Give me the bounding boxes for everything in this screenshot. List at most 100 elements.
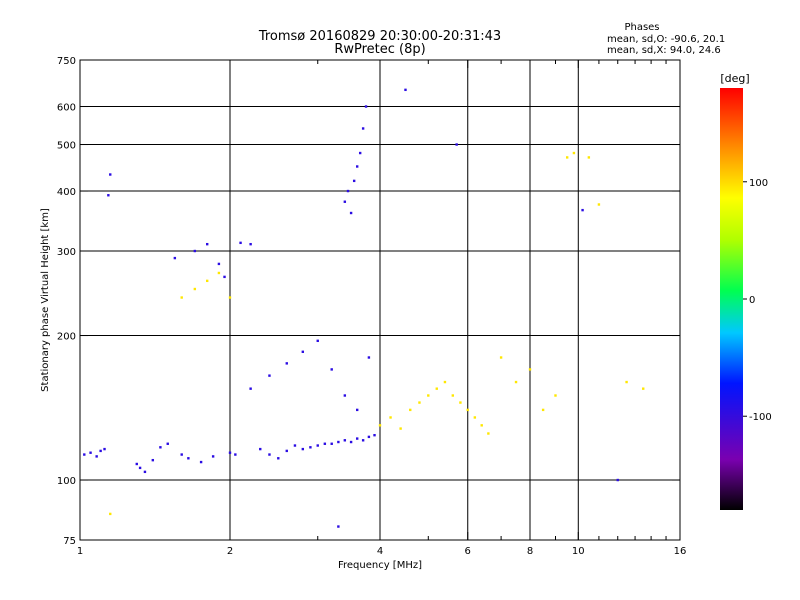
data-point-o-mode — [99, 449, 102, 453]
y-tick-label: 750 — [57, 56, 76, 67]
data-point-o-mode — [349, 440, 353, 444]
data-point-o-mode — [103, 447, 106, 451]
x-tick-label: 10 — [572, 546, 585, 557]
data-point-o-mode — [285, 362, 288, 365]
data-point-o-mode — [223, 275, 226, 279]
data-point-o-mode — [268, 374, 271, 377]
data-point-o-mode — [309, 446, 312, 449]
data-point-x-mode — [499, 356, 503, 359]
stats-heading: Phases — [624, 22, 659, 33]
data-point-x-mode — [565, 156, 569, 159]
data-point-o-mode — [159, 446, 162, 449]
data-point-o-mode — [316, 339, 319, 343]
data-point-o-mode — [107, 194, 110, 197]
data-point-x-mode — [597, 203, 601, 206]
data-point-x-mode — [389, 416, 392, 419]
data-point-o-mode — [89, 451, 92, 454]
data-point-o-mode — [143, 470, 147, 474]
data-point-x-mode — [205, 279, 209, 283]
data-point-o-mode — [355, 437, 359, 440]
plot-area: 1 2 4 6 8 10 16 75 100 200 300 400 500 600 750 — [57, 56, 686, 557]
data-point-o-mode — [217, 262, 221, 266]
tick-marks — [79, 59, 681, 541]
data-point-o-mode — [367, 435, 371, 439]
data-point-o-mode — [337, 440, 340, 444]
data-point-x-mode — [554, 394, 557, 397]
data-point-x-mode — [487, 432, 490, 435]
data-point-o-mode — [316, 444, 319, 447]
data-point-o-mode — [293, 444, 297, 447]
x-tick-label: 1 — [77, 546, 83, 557]
colorbar-label: [deg] — [720, 72, 749, 85]
data-point-o-mode — [193, 249, 197, 253]
x-tick-label: 6 — [465, 546, 471, 557]
data-point-o-mode — [337, 525, 340, 528]
scatter-points — [83, 88, 645, 528]
data-point-o-mode — [355, 408, 359, 412]
colorbar-tick-label: -100 — [749, 412, 772, 423]
y-axis-label: Stationary phase Virtual Height [km] — [40, 208, 51, 392]
data-point-o-mode — [173, 256, 177, 260]
data-point-o-mode — [364, 105, 368, 108]
data-point-x-mode — [642, 387, 645, 390]
data-point-x-mode — [587, 156, 591, 159]
data-point-o-mode — [249, 242, 252, 246]
data-point-x-mode — [451, 394, 455, 397]
data-point-o-mode — [151, 458, 155, 462]
data-point-o-mode — [109, 173, 112, 176]
data-point-o-mode — [180, 453, 183, 456]
data-point-o-mode — [95, 455, 98, 458]
tick-labels: 1 2 4 6 8 10 16 75 100 200 300 400 500 600 750 — [57, 56, 686, 557]
x-tick-label: 2 — [227, 546, 233, 557]
chart-title: Tromsø 20160829 20:30:00-20:31:43 — [258, 29, 501, 44]
data-point-o-mode — [361, 439, 365, 442]
data-point-o-mode — [455, 143, 458, 146]
data-point-o-mode — [352, 179, 356, 183]
chart-subtitle: RwPretec (8p) — [334, 42, 425, 57]
data-point-x-mode — [435, 387, 438, 390]
data-point-o-mode — [330, 442, 333, 445]
data-point-x-mode — [217, 271, 221, 275]
y-tick-label: 100 — [57, 476, 76, 487]
data-point-o-mode — [199, 460, 203, 464]
colorbar-tick-label: 0 — [749, 295, 755, 306]
data-point-x-mode — [228, 296, 232, 299]
data-point-o-mode — [259, 447, 262, 451]
data-point-x-mode — [378, 424, 382, 427]
data-point-o-mode — [581, 208, 584, 212]
data-point-o-mode — [301, 350, 305, 353]
data-point-o-mode — [187, 457, 190, 460]
data-point-o-mode — [358, 151, 362, 155]
x-tick-label: 4 — [377, 546, 383, 557]
data-point-x-mode — [399, 427, 402, 430]
data-point-o-mode — [285, 449, 288, 453]
y-tick-label: 300 — [57, 247, 76, 258]
stats-line-x: mean, sd,X: 94.0, 24.6 — [607, 45, 721, 56]
y-tick-label: 600 — [57, 103, 76, 114]
data-point-x-mode — [443, 380, 447, 384]
data-point-o-mode — [367, 356, 371, 359]
data-point-o-mode — [349, 211, 353, 215]
data-point-o-mode — [205, 242, 209, 246]
y-tick-label: 200 — [57, 332, 76, 343]
gridlines — [80, 60, 680, 540]
data-point-o-mode — [343, 394, 347, 397]
x-tick-label: 8 — [527, 546, 533, 557]
data-point-x-mode — [480, 424, 483, 427]
data-point-o-mode — [249, 387, 252, 390]
colorbar-gradient — [720, 88, 743, 510]
colorbar-tick-label: 100 — [749, 178, 768, 189]
data-point-o-mode — [234, 453, 237, 456]
data-point-o-mode — [404, 88, 407, 92]
data-point-x-mode — [427, 394, 430, 397]
data-point-o-mode — [373, 433, 376, 437]
data-point-o-mode — [228, 451, 232, 454]
data-point-o-mode — [83, 453, 86, 456]
x-axis-label: Frequency [MHz] — [338, 560, 422, 571]
colorbar: [deg] 100 0 -100 — [720, 72, 772, 510]
data-point-o-mode — [268, 453, 271, 456]
data-point-o-mode — [616, 478, 619, 482]
data-point-x-mode — [528, 368, 532, 371]
data-point-o-mode — [211, 455, 215, 458]
